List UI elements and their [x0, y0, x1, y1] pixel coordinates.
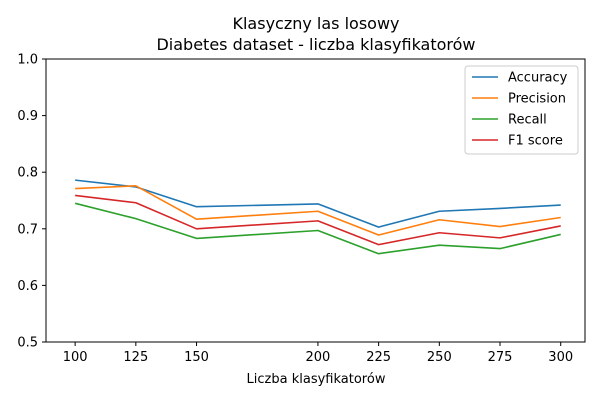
axes-layer: [45, 58, 586, 343]
chart-title-line-2: Diabetes dataset - liczba klasyfikatorów: [156, 35, 475, 54]
legend-entry-label: Precision: [508, 92, 566, 107]
x-tick-label: 225: [366, 350, 391, 365]
ticks-layer: 100 125 150 200 225 250 275 300 0.5 0.6 0.7 0.8 0.9 1…: [17, 53, 573, 366]
legend: Accuracy Precision Recall F1 score: [464, 65, 579, 155]
legend-entry-label: Accuracy: [508, 71, 568, 86]
y-tick-label: 0.6: [17, 279, 38, 294]
x-tick-label: 300: [548, 350, 573, 365]
chart-title-line-1: Klasyczny las losowy: [232, 14, 399, 33]
legend-box: [464, 65, 579, 155]
legend-entry-label: F1 score: [508, 134, 563, 149]
plot-frame: [45, 58, 586, 343]
y-tick-label: 0.8: [17, 166, 38, 181]
x-tick-label: 100: [63, 350, 88, 365]
series-line-f1-score: [75, 194, 561, 246]
y-tick-label: 1.0: [17, 53, 38, 68]
series-line-accuracy: [75, 179, 561, 228]
x-tick-label: 250: [427, 350, 452, 365]
x-axis-label: Liczba klasyfikatorów: [247, 372, 386, 387]
x-tick-label: 200: [306, 350, 331, 365]
x-tick-label: 125: [123, 350, 148, 365]
series-line-precision: [75, 184, 561, 236]
series-layer: [74, 179, 561, 255]
y-tick-label: 0.9: [17, 109, 38, 124]
series-line-recall: [74, 202, 561, 255]
x-tick-label: 275: [488, 350, 513, 365]
legend-entry-label: Recall: [508, 113, 547, 128]
x-tick-label: 150: [184, 350, 209, 365]
y-tick-label: 0.7: [17, 222, 38, 237]
y-tick-label: 0.5: [17, 336, 38, 351]
